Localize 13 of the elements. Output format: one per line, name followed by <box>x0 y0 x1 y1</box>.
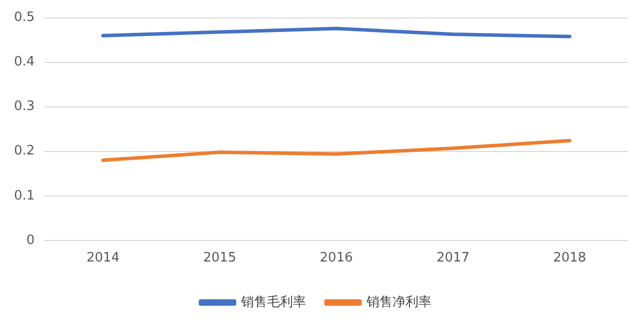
x-tick-label: 2015 <box>203 250 236 266</box>
y-tick-label: 0.4 <box>14 54 35 70</box>
x-tick-label: 2016 <box>320 250 353 266</box>
x-tick-label: 2017 <box>436 250 470 266</box>
y-tick-label: 0.2 <box>14 144 35 159</box>
legend-label: 销售净利率 <box>366 294 432 310</box>
x-tick-label: 2018 <box>553 250 586 266</box>
x-tick-label: 2014 <box>86 250 120 266</box>
legend-label: 销售毛利率 <box>240 294 306 310</box>
y-tick-label: 0.1 <box>14 188 35 204</box>
y-tick-label: 0.3 <box>14 99 35 114</box>
y-tick-label: 0.5 <box>14 10 35 26</box>
y-tick-label: 0 <box>26 232 35 248</box>
